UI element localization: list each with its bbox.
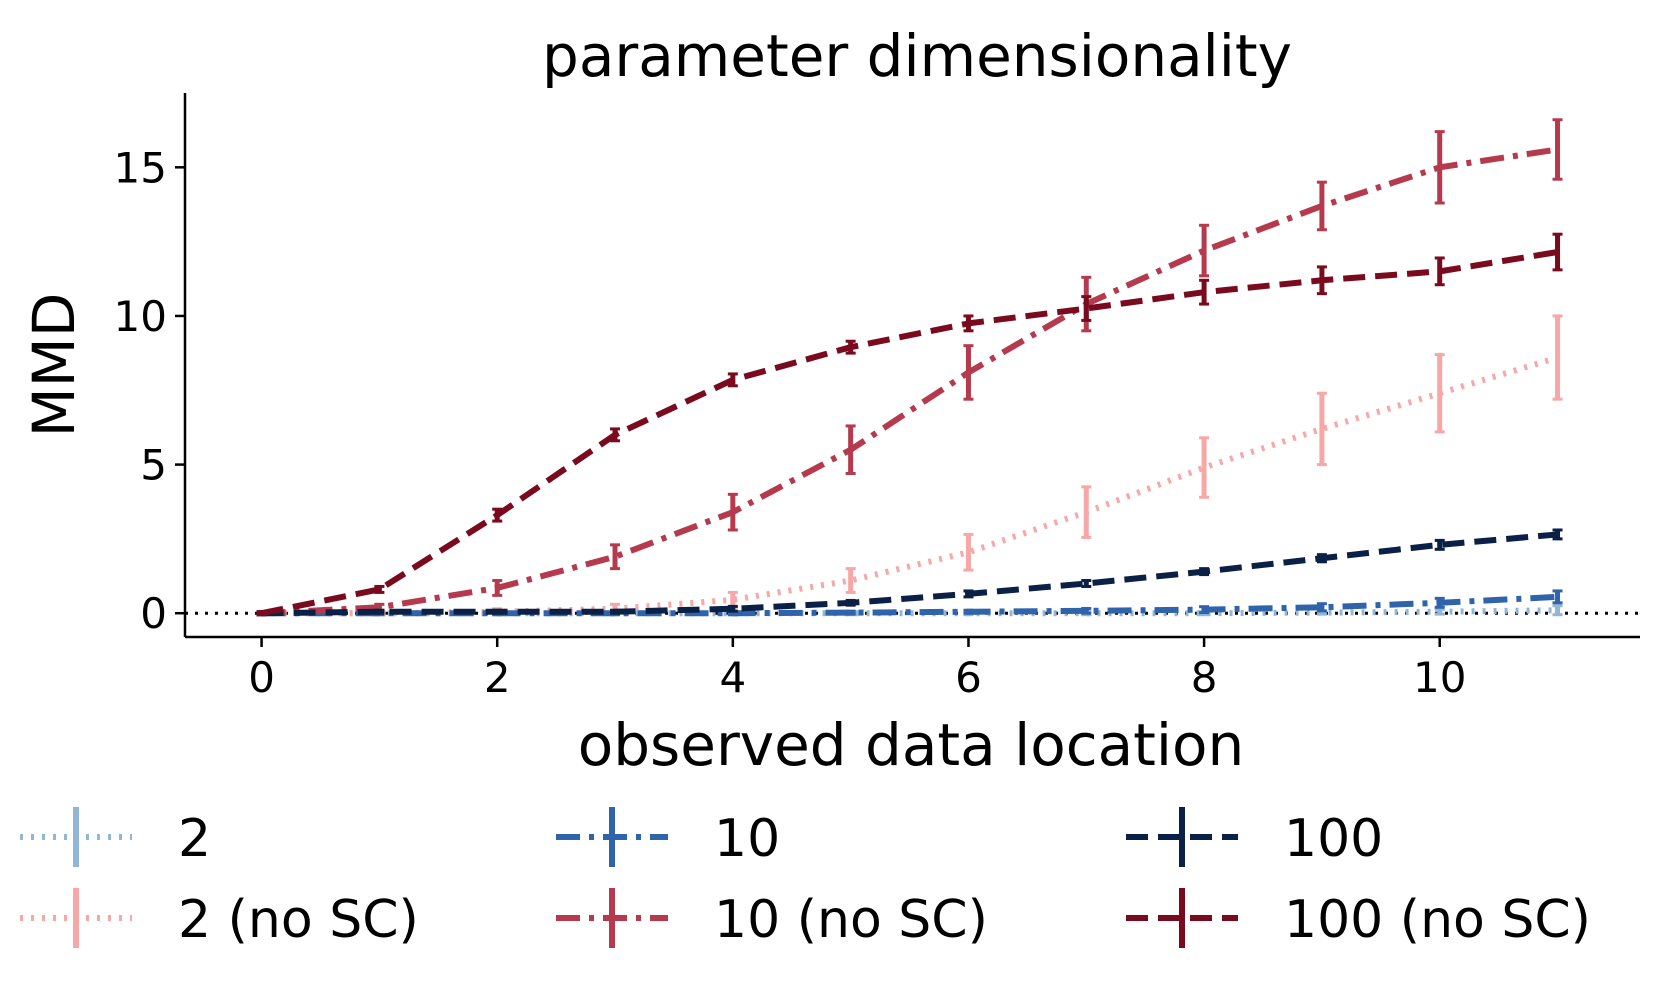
series-100-no-sc-	[256, 232, 1563, 617]
x-tick-label: 4	[719, 653, 746, 702]
x-ticks: 0 2 4 6 8 10	[248, 637, 1466, 702]
y-tick-label: 5	[140, 441, 167, 490]
legend-item: 100 (no SC)	[1126, 888, 1591, 950]
series-line	[261, 607, 1558, 617]
series-line	[261, 354, 1559, 617]
series-line	[261, 593, 1558, 617]
y-tick-label: 0	[140, 589, 167, 638]
x-tick-label: 2	[484, 653, 511, 702]
legend-item: 10	[556, 807, 780, 869]
y-ticks: 0 5 10 15	[114, 143, 185, 638]
series-10-no-sc-	[256, 118, 1563, 617]
x-tick-label: 0	[248, 653, 275, 702]
series-layer	[256, 118, 1563, 617]
x-tick-label: 10	[1413, 653, 1466, 702]
legend-label: 2	[178, 809, 211, 869]
series-line	[260, 249, 1559, 617]
series-line	[261, 531, 1558, 617]
x-tick-label: 6	[955, 653, 982, 702]
legend-label: 2 (no SC)	[178, 890, 419, 950]
legend-label: 10 (no SC)	[714, 890, 988, 950]
y-axis-label: MMD	[20, 293, 88, 438]
legend-item: 2	[20, 807, 211, 869]
legend-item: 10 (no SC)	[556, 888, 988, 950]
x-axis-label: observed data location	[578, 711, 1245, 779]
chart-title: parameter dimensionality	[542, 22, 1292, 90]
legend: 2 2 (no SC) 10 10 (no SC) 100 100 (no SC)	[20, 807, 1591, 950]
legend-label: 100	[1284, 809, 1383, 869]
plot-area: 0 2 4 6 8 10 0 5 10 15	[114, 93, 1640, 702]
x-tick-label: 8	[1191, 653, 1218, 702]
legend-item: 2 (no SC)	[20, 888, 419, 950]
legend-label: 100 (no SC)	[1284, 890, 1591, 950]
y-tick-label: 10	[114, 292, 167, 341]
y-tick-label: 15	[114, 143, 167, 192]
legend-label: 10	[714, 809, 780, 869]
series-2-no-sc-	[256, 314, 1563, 617]
legend-item: 100	[1126, 807, 1383, 869]
